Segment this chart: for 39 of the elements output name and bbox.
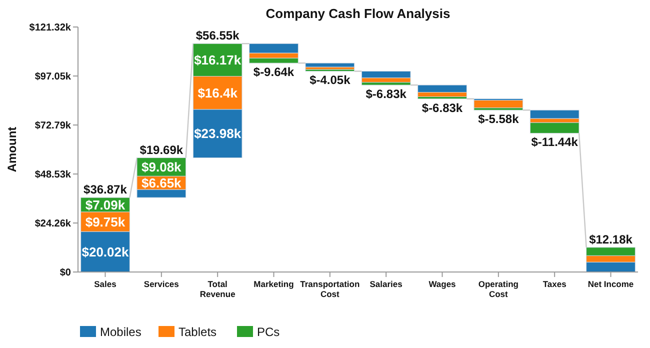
x-tick-label: Sales	[94, 279, 117, 289]
data-label: $20.02k	[82, 244, 130, 260]
legend-label: Mobiles	[100, 325, 142, 339]
total-label: $36.87k	[84, 182, 128, 197]
y-tick-label: $48.53k	[34, 169, 72, 180]
total-label: $-6.83k	[366, 87, 407, 102]
data-label: $16.4k	[198, 85, 238, 100]
total-label: $-9.64k	[253, 65, 294, 80]
x-tick-label: Services	[144, 279, 180, 289]
y-tick-label: $24.26k	[34, 218, 72, 230]
x-tick-label: Net Income	[588, 279, 634, 289]
x-tick-label: Operating Cost	[478, 279, 518, 299]
y-tick-label: $0	[60, 268, 72, 278]
y-tick-label: $97.05k	[34, 72, 72, 83]
legend-label: Tablets	[178, 325, 217, 339]
total-label: $12.18k	[589, 232, 633, 246]
data-label: $9.75k	[85, 214, 126, 230]
y-tick-label: $121.32k	[29, 22, 72, 34]
y-tick-label: $72.79k	[34, 120, 72, 132]
data-label: $9.08k	[142, 160, 182, 174]
chart-title: Company Cash Flow Analysis	[266, 6, 450, 21]
data-label: $23.98k	[194, 126, 242, 142]
x-tick-label: Taxes	[542, 279, 567, 289]
data-label: $7.09k	[85, 197, 126, 212]
total-label: $56.55k	[196, 28, 240, 43]
total-label: $-5.58k	[478, 112, 520, 126]
x-tick-label: Transportation Cost	[300, 279, 360, 299]
y-axis-title: Amount	[5, 126, 19, 172]
data-label: $16.17k	[194, 52, 242, 68]
total-label: $-6.83k	[422, 100, 463, 115]
x-tick-label: Wages	[428, 279, 456, 289]
legend-label: PCs	[257, 325, 280, 339]
total-label: $19.69k	[140, 142, 184, 157]
x-tick-label: Total Revenue	[200, 279, 236, 299]
total-label: $-4.05k	[310, 73, 351, 88]
x-tick-label: Salaries	[370, 279, 403, 289]
x-tick-label: Marketing	[254, 279, 294, 289]
data-label: $6.65k	[142, 175, 182, 190]
total-label: $-11.44k	[531, 135, 578, 150]
